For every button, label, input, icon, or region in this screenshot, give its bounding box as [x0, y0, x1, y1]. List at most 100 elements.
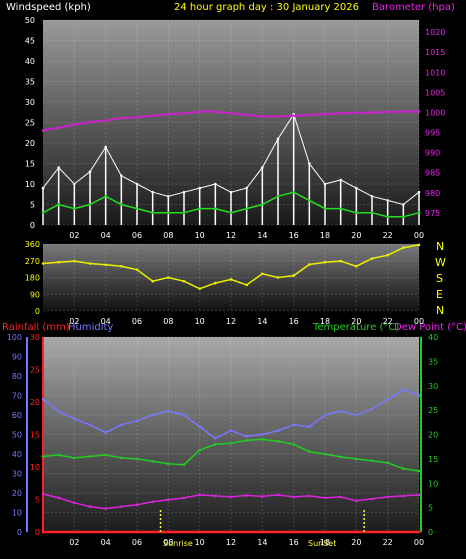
- x-tick-label: 04: [101, 538, 111, 547]
- wind-gust-series-point: [135, 182, 139, 186]
- wind-average-series-point: [73, 207, 76, 210]
- windspeed-tick-label: 30: [25, 98, 35, 107]
- x-tick-label: 16: [289, 538, 299, 547]
- dewpoint-series-point: [339, 495, 343, 499]
- temperature-series-point: [182, 463, 186, 467]
- dewpoint-series-point: [261, 495, 264, 498]
- wind-average-series-point: [41, 211, 45, 214]
- x-tick-label: 18: [320, 231, 330, 240]
- dewpoint-series-point: [73, 501, 76, 505]
- temperature-tick-label: 10: [428, 479, 438, 488]
- dewpoint-series-point: [308, 494, 311, 498]
- temperature-series-point: [151, 460, 154, 463]
- humidity-series-point: [276, 429, 280, 432]
- wind-gust-series-point: [308, 162, 311, 165]
- temperature-series-point: [323, 452, 327, 456]
- wind-average-series-point: [402, 215, 405, 219]
- rainfall-tick-label: 10: [30, 463, 40, 472]
- windspeed-tick-label: 40: [25, 57, 35, 66]
- x-tick-label: 22: [383, 231, 393, 240]
- wind-direction-series-point: [182, 279, 186, 283]
- wind-direction-series-point: [370, 257, 374, 260]
- barometer-series-point: [339, 112, 343, 115]
- humidity-series-point: [386, 398, 390, 401]
- humidity-tick-label: 50: [12, 431, 22, 440]
- wind-average-series-point: [417, 211, 421, 214]
- wind-average-series-point: [120, 203, 123, 206]
- wind-average-series-point: [57, 203, 60, 206]
- direction-tick-label: 0: [35, 307, 40, 316]
- sunrise-label: Sunrise: [163, 539, 193, 548]
- direction-tick-label: 180: [25, 274, 40, 283]
- wind-direction-series-point: [323, 260, 327, 264]
- temperature-series-point: [276, 440, 280, 443]
- wind-gust-series-point: [120, 174, 123, 178]
- rainfall-tick-label: 5: [35, 496, 40, 505]
- barometer-series-point: [88, 120, 92, 124]
- rainfall-tick-label: 15: [30, 431, 40, 440]
- temperature-tick-label: 40: [428, 333, 438, 342]
- dewpoint-series-point: [323, 496, 327, 500]
- humidity-series-point: [41, 398, 45, 401]
- temperature-series-point: [355, 457, 358, 461]
- direction-tick-label: 270: [25, 257, 40, 266]
- humidity-series-point: [104, 431, 107, 434]
- wind-direction-series-point: [73, 259, 76, 263]
- temperature-tick-label: 25: [428, 406, 438, 415]
- humidity-series-point: [339, 409, 343, 413]
- x-tick-label: 02: [69, 317, 79, 326]
- dewpoint-series-point: [88, 505, 92, 508]
- humidity-tick-label: 100: [7, 333, 22, 342]
- dewpoint-series-point: [355, 499, 358, 503]
- humidity-tick-label: 70: [12, 392, 22, 401]
- temperature-tick-label: 30: [428, 382, 438, 391]
- temperature-series-point: [308, 450, 311, 453]
- wind-average-series-point: [167, 211, 170, 214]
- dewpoint-series-point: [370, 497, 374, 501]
- wind-direction-series-point: [57, 260, 60, 264]
- temperature-series-point: [104, 453, 107, 457]
- dewpoint-series-point: [151, 500, 154, 504]
- wind-average-series-point: [88, 203, 92, 206]
- compass-labels: N W S E N: [435, 240, 446, 317]
- wind-average-series-point: [245, 207, 248, 210]
- direction-tick-label: 90: [30, 290, 40, 299]
- wind-direction-series-point: [104, 263, 107, 267]
- wind-average-series-point: [323, 207, 327, 210]
- wind-average-series-point: [386, 215, 390, 219]
- dewpoint-series-point: [57, 496, 60, 500]
- temperature-series-point: [120, 456, 123, 460]
- barometer-tick-label: 1005: [425, 88, 445, 97]
- wind-gust-series-point: [73, 182, 76, 186]
- wind-average-series-point: [182, 211, 186, 214]
- humidity-series-point: [229, 429, 233, 432]
- x-tick-label: 02: [69, 538, 79, 547]
- compass-e: E: [436, 288, 443, 301]
- temperature-tick-label: 5: [428, 504, 433, 513]
- temperature-series-point: [370, 459, 374, 463]
- x-tick-label: 06: [132, 231, 142, 240]
- barometer-series-point: [151, 114, 154, 117]
- barometer-tick-label: 985: [425, 169, 440, 178]
- humidity-series-point: [245, 435, 248, 438]
- wind-gust-series-point: [370, 195, 374, 198]
- x-tick-label: 00: [414, 317, 424, 326]
- wind-average-series-point: [151, 211, 154, 214]
- direction-tick-label: 360: [25, 240, 40, 249]
- x-tick-label: 06: [132, 538, 142, 547]
- temperature-series-point: [73, 456, 76, 460]
- barometer-series-point: [355, 111, 358, 115]
- x-tick-label: 20: [351, 538, 361, 547]
- x-tick-label: 22: [383, 317, 393, 326]
- x-tick-label: 10: [195, 317, 205, 326]
- wind-direction-series-point: [41, 262, 45, 265]
- wind-gust-series-point: [88, 170, 92, 173]
- wind-direction-series-point: [292, 274, 296, 277]
- compass-s: S: [436, 272, 443, 285]
- barometer-series-point: [292, 114, 296, 117]
- humidity-tick-label: 20: [12, 489, 22, 498]
- temperature-tick-label: 15: [428, 455, 438, 464]
- windspeed-tick-label: 50: [25, 16, 35, 25]
